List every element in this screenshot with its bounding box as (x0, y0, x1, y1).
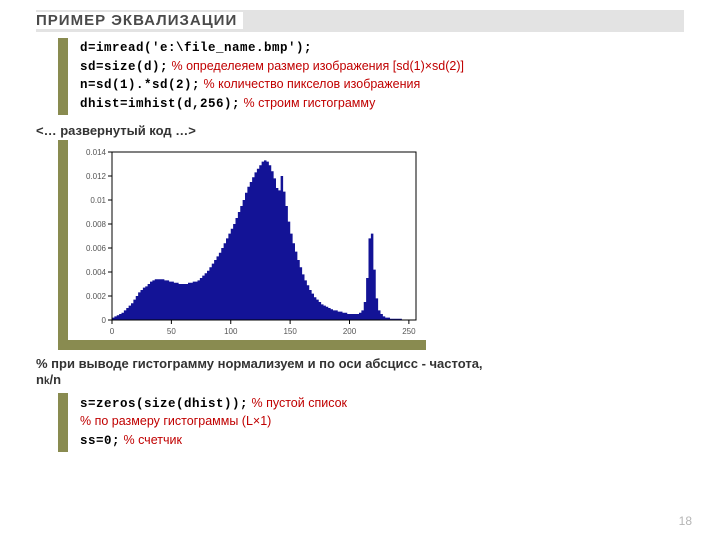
svg-text:200: 200 (343, 327, 357, 336)
code-comment: % по размеру гистограммы (L (80, 414, 253, 428)
caption-line-2c: /n (50, 372, 62, 387)
code-comment: % количество пикселов изображения (200, 77, 420, 91)
svg-text:0: 0 (110, 327, 115, 336)
code-block-1: d=imread('e:\file_name.bmp'); sd=size(d)… (58, 38, 684, 115)
svg-text:100: 100 (224, 327, 238, 336)
code-line: d=imread('e:\file_name.bmp'); (80, 41, 312, 55)
svg-text:0.006: 0.006 (86, 244, 107, 253)
page-title: ПРИМЕР ЭКВАЛИЗАЦИИ (36, 12, 243, 29)
svg-text:0.008: 0.008 (86, 220, 107, 229)
code-line: dhist=imhist(d,256); (80, 97, 240, 111)
code-comment: % определеяем размер изображения [sd(1)×… (168, 59, 464, 73)
caption-line-1: % при выводе гистограмму нормализуем и п… (36, 356, 483, 371)
expanded-code-note: <… развернутый код …> (36, 123, 684, 138)
code-line: s=zeros(size(dhist)); (80, 397, 248, 411)
axis-caption: % при выводе гистограмму нормализуем и п… (36, 356, 684, 389)
code-comment: % пустой список (248, 396, 347, 410)
histogram-chart: 0 50 100 150 200 250 0 0.002 0.004 0.006 0.008 0.01… (58, 140, 426, 350)
code-block-2: s=zeros(size(dhist)); % пустой список % … (58, 393, 684, 453)
code-comment: % счетчик (120, 433, 182, 447)
svg-text:0.014: 0.014 (86, 148, 107, 157)
svg-text:50: 50 (167, 327, 176, 336)
histogram-svg: 0 50 100 150 200 250 0 0.002 0.004 0.006 0.008 0.01… (68, 144, 424, 340)
svg-text:0.004: 0.004 (86, 268, 107, 277)
caption-line-2a: n (36, 372, 44, 387)
code-comment: % строим гистограмму (240, 96, 375, 110)
svg-text:0.002: 0.002 (86, 292, 107, 301)
page-number: 18 (679, 514, 692, 528)
code-comment: 1) (260, 414, 271, 428)
code-line: n=sd(1).*sd(2); (80, 78, 200, 92)
code-line: ss=0; (80, 434, 120, 448)
svg-text:0: 0 (102, 316, 107, 325)
title-bar: ПРИМЕР ЭКВАЛИЗАЦИИ (36, 10, 684, 32)
code-line: sd=size(d); (80, 60, 168, 74)
svg-text:0.012: 0.012 (86, 172, 107, 181)
svg-text:150: 150 (283, 327, 297, 336)
svg-text:0.01: 0.01 (90, 196, 106, 205)
svg-text:250: 250 (402, 327, 416, 336)
